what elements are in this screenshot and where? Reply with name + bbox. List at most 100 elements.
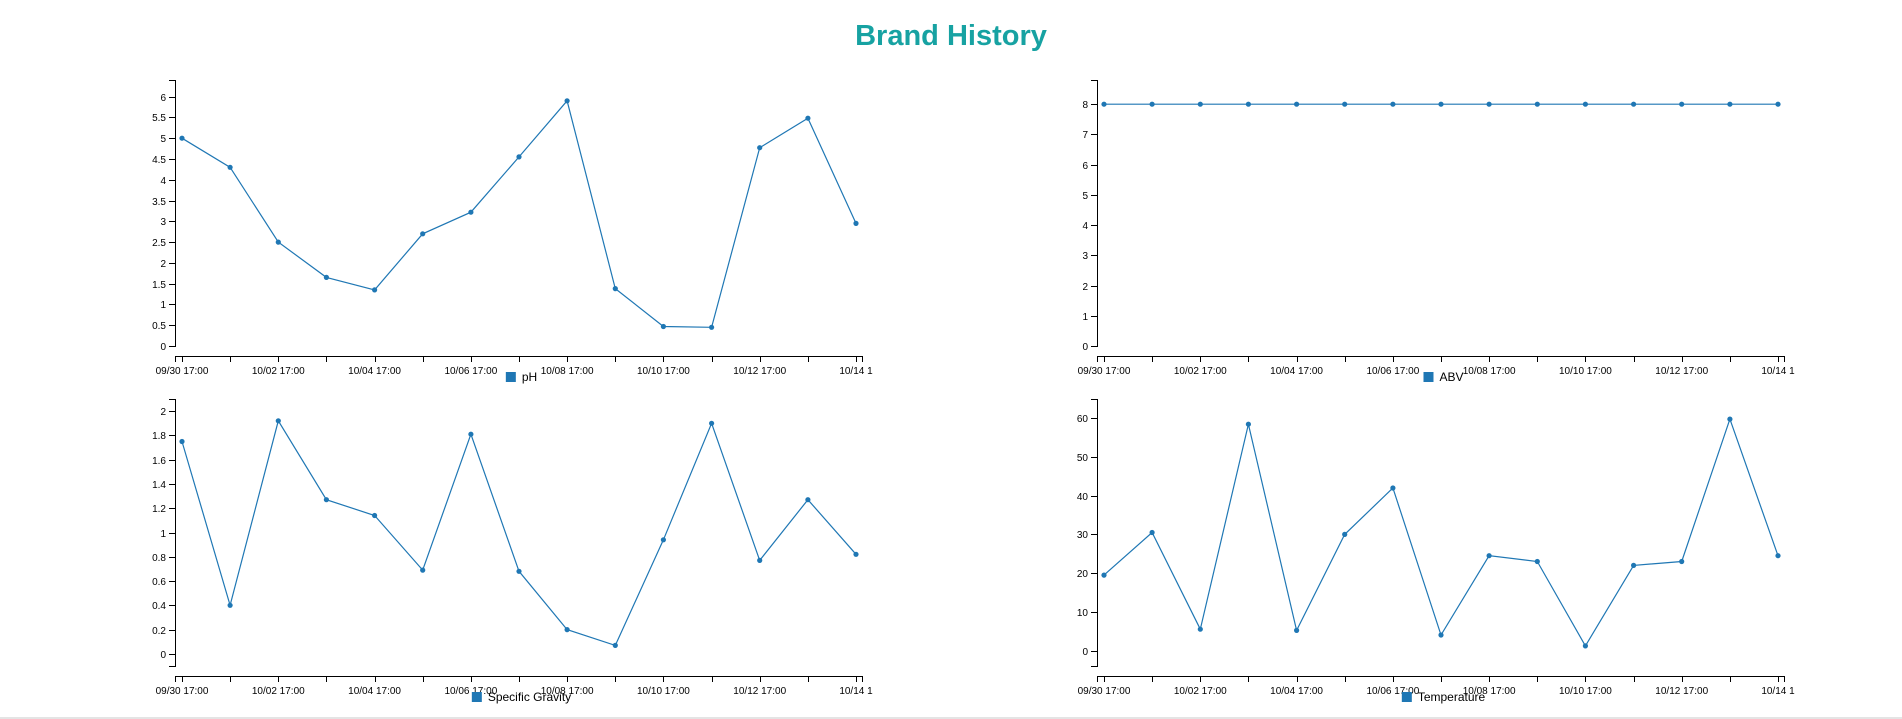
- page-title: Brand History: [855, 20, 1047, 52]
- x-tick-label: 09/30 17:00: [1078, 686, 1131, 697]
- temperature-data-point: [1294, 627, 1300, 634]
- y-tick-label: 6: [1082, 161, 1088, 172]
- ph-data-point: [420, 231, 426, 237]
- bottom-divider: [0, 717, 1902, 719]
- legend-label: ABV: [1439, 370, 1463, 384]
- abv-data-point: [1486, 101, 1492, 107]
- y-tick-label: 1.8: [152, 431, 166, 442]
- y-tick-label: 1: [160, 529, 166, 540]
- x-tick-label: 10/06 17:00: [444, 366, 497, 377]
- abv-data-point: [1101, 101, 1107, 107]
- y-tick-label: 30: [1077, 530, 1089, 541]
- temperature-data-point: [1775, 553, 1781, 559]
- x-tick-label: 10/14 1: [839, 366, 873, 377]
- temperature-data-point: [1149, 529, 1155, 536]
- x-tick-label: 10/06 17:00: [1366, 366, 1419, 377]
- abv-data-point: [1342, 101, 1348, 107]
- x-tick-label: 10/06 17:00: [444, 686, 497, 697]
- x-tick-label: 10/04 17:00: [1270, 366, 1323, 377]
- temperature-data-point: [1101, 572, 1107, 578]
- y-tick-label: 50: [1077, 453, 1089, 464]
- x-tick-label: 10/12 17:00: [733, 686, 786, 697]
- specific-gravity-data-point: [227, 602, 233, 608]
- y-tick-label: 5: [1082, 191, 1088, 202]
- y-tick-label: 0.8: [152, 553, 166, 564]
- x-tick-label: 10/10 17:00: [1559, 686, 1612, 697]
- x-tick-label: 09/30 17:00: [156, 366, 209, 377]
- y-tick-label: 0: [160, 342, 166, 353]
- x-tick-label: 10/04 17:00: [348, 366, 401, 377]
- x-tick-label: 10/04 17:00: [1270, 686, 1323, 697]
- x-tick-label: 10/02 17:00: [1174, 366, 1227, 377]
- specific-gravity-data-point: [275, 418, 281, 424]
- x-tick-label: 10/10 17:00: [637, 366, 690, 377]
- y-tick-label: 20: [1077, 569, 1089, 580]
- temperature-data-point: [1342, 531, 1348, 538]
- x-tick-label: 09/30 17:00: [1078, 366, 1131, 377]
- y-tick-label: 2: [1082, 282, 1088, 293]
- y-tick-label: 1: [1082, 312, 1088, 323]
- x-tick-label: 10/08 17:00: [1463, 366, 1516, 377]
- specific-gravity-data-point: [516, 568, 522, 574]
- legend-label: pH: [522, 370, 537, 384]
- x-tick-label: 10/14 1: [839, 686, 873, 697]
- abv-data-point: [1197, 101, 1203, 107]
- specific-gravity-data-point: [660, 537, 667, 543]
- y-tick-label: 3.5: [152, 197, 166, 208]
- y-tick-label: 0.5: [152, 321, 166, 332]
- y-tick-label: 6: [160, 93, 166, 104]
- abv-data-point: [1727, 101, 1733, 107]
- y-tick-label: 3: [1082, 251, 1088, 262]
- ph-data-point: [323, 274, 329, 280]
- abv-data-point: [1438, 101, 1444, 107]
- temperature-data-point: [1438, 632, 1444, 638]
- abv-data-point: [1582, 101, 1588, 107]
- x-tick-label: 09/30 17:00: [156, 686, 209, 697]
- x-tick-label: 10/06 17:00: [1366, 686, 1419, 697]
- y-tick-label: 1.5: [152, 280, 166, 291]
- y-tick-label: 60: [1077, 414, 1089, 425]
- specific-gravity-data-point: [853, 551, 859, 557]
- x-tick-label: 10/12 17:00: [1655, 686, 1708, 697]
- x-tick-label: 10/12 17:00: [1655, 366, 1708, 377]
- y-tick-label: 1: [160, 300, 166, 311]
- ph-data-point: [805, 115, 811, 121]
- x-tick-label: 10/10 17:00: [637, 686, 690, 697]
- y-tick-label: 0: [160, 650, 166, 661]
- y-tick-label: 10: [1077, 608, 1089, 619]
- y-tick-label: 5: [160, 134, 166, 145]
- temperature-data-point: [1390, 485, 1396, 491]
- temperature-data-point: [1631, 562, 1637, 569]
- x-tick-label: 10/12 17:00: [733, 366, 786, 377]
- ph-data-point: [372, 287, 378, 293]
- ph-data-point: [612, 286, 618, 292]
- y-tick-label: 3: [160, 217, 166, 228]
- y-axis-line: [1091, 399, 1098, 667]
- temperature-data-point: [1679, 558, 1685, 565]
- y-tick-label: 7: [1082, 130, 1088, 141]
- specific-gravity-data-point: [372, 512, 378, 519]
- ph-data-point: [275, 239, 281, 245]
- abv-data-point: [1294, 101, 1300, 107]
- specific-gravity-data-point: [323, 497, 329, 503]
- y-tick-label: 2.5: [152, 238, 166, 249]
- specific-gravity-data-point: [709, 420, 715, 426]
- temperature-data-point: [1197, 626, 1203, 632]
- x-tick-label: 10/08 17:00: [1463, 686, 1516, 697]
- y-tick-label: 2: [160, 259, 166, 270]
- legend-swatch: [471, 692, 482, 702]
- x-tick-label: 10/08 17:00: [541, 366, 594, 377]
- specific-gravity-data-point: [805, 497, 811, 503]
- y-tick-label: 1.4: [152, 480, 166, 491]
- abv-data-point: [1631, 101, 1637, 107]
- x-tick-label: 10/10 17:00: [1559, 366, 1612, 377]
- legend-swatch: [505, 372, 516, 382]
- y-tick-label: 0.2: [152, 626, 166, 637]
- temperature-data-point: [1727, 416, 1733, 422]
- y-tick-label: 0: [1082, 342, 1088, 353]
- y-tick-label: 8: [1082, 100, 1088, 111]
- ph-data-point: [660, 323, 667, 330]
- legend-swatch: [1401, 692, 1412, 702]
